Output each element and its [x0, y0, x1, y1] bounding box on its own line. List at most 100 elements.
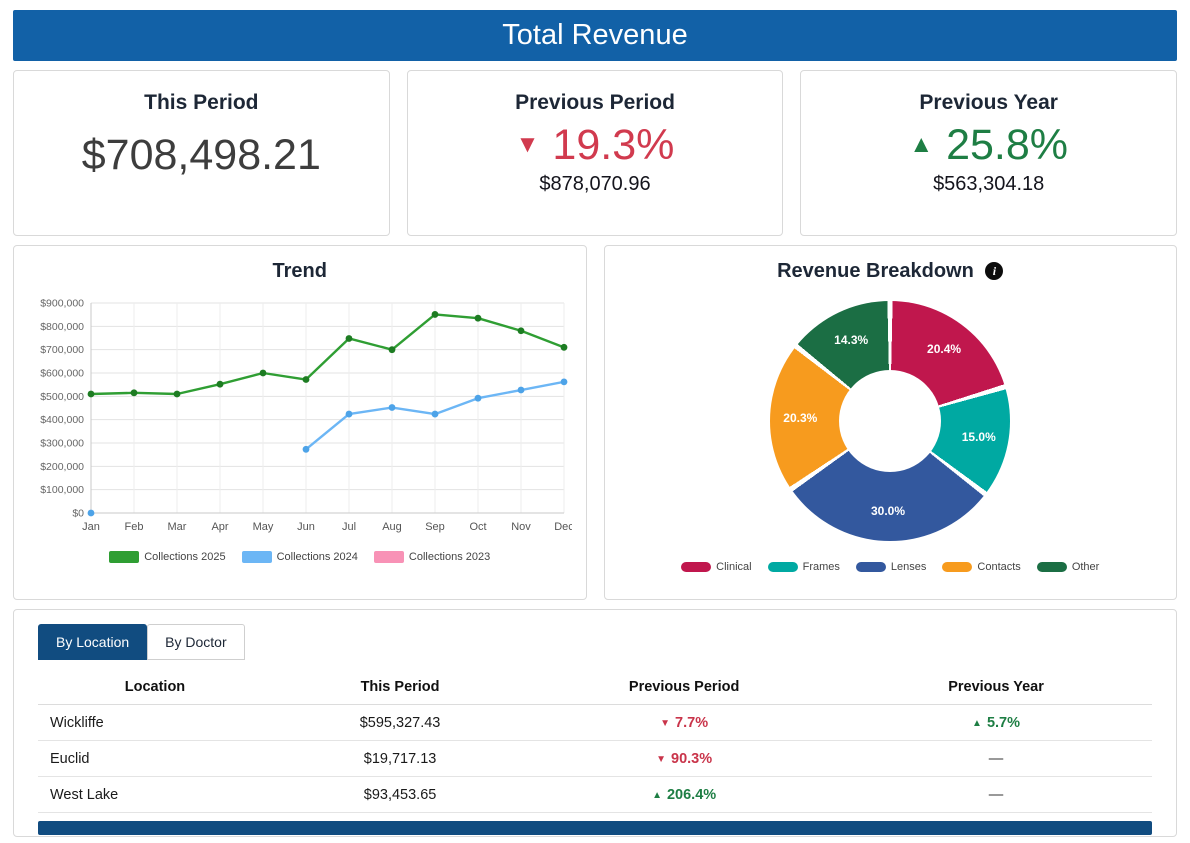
- kpi-label: Previous Period: [408, 91, 783, 115]
- kpi-trend: ▲ 25.8%: [801, 119, 1176, 171]
- svg-text:Dec: Dec: [554, 521, 572, 533]
- column-header: This Period: [272, 670, 528, 705]
- legend-label: Other: [1072, 561, 1100, 573]
- donut-slice-label: 20.3%: [783, 411, 817, 425]
- svg-text:$100,000: $100,000: [40, 484, 84, 496]
- table-footer-bar: [38, 821, 1152, 835]
- previous-year-cell: —: [840, 741, 1152, 777]
- previous-period-cell: ▼7.7%: [528, 705, 840, 741]
- kpi-percent: 25.8%: [946, 121, 1068, 170]
- kpi-label: Previous Year: [801, 91, 1176, 115]
- column-header: Location: [38, 670, 272, 705]
- page-title: Total Revenue: [13, 10, 1177, 61]
- table-row: West Lake$93,453.65▲206.4%—: [38, 777, 1152, 813]
- table-row: Wickliffe$595,327.43▼7.7%▲5.7%: [38, 705, 1152, 741]
- svg-text:Sep: Sep: [425, 521, 445, 533]
- svg-text:Mar: Mar: [168, 521, 187, 533]
- tab-by-doctor[interactable]: By Doctor: [147, 624, 244, 660]
- svg-text:Jan: Jan: [82, 521, 100, 533]
- svg-text:$0: $0: [73, 508, 85, 520]
- breakdown-legend-item[interactable]: Lenses: [856, 561, 926, 573]
- info-icon[interactable]: i: [985, 262, 1003, 280]
- column-header: Previous Year: [840, 670, 1152, 705]
- tab-by-location[interactable]: By Location: [38, 624, 147, 660]
- svg-text:$400,000: $400,000: [40, 414, 84, 426]
- this-period-cell: $19,717.13: [272, 741, 528, 777]
- up-triangle-icon: ▲: [972, 718, 982, 729]
- breakdown-legend-item[interactable]: Contacts: [942, 561, 1020, 573]
- down-triangle-icon: ▼: [656, 754, 666, 765]
- donut-slice-label: 20.4%: [927, 342, 961, 356]
- donut-slice-label: 30.0%: [871, 504, 905, 518]
- legend-label: Collections 2023: [409, 551, 490, 563]
- donut-chart[interactable]: 20.4%15.0%30.0%20.3%14.3%: [770, 301, 1010, 541]
- breakdown-legend-item[interactable]: Clinical: [681, 561, 751, 573]
- breakdown-legend: Clinical Frames Lenses Contacts Other: [605, 561, 1177, 573]
- locations-panel: By Location By Doctor LocationThis Perio…: [13, 609, 1177, 837]
- charts-row: Trend $0 $100,000 $200,000 $300,000 $400,000…: [13, 245, 1177, 600]
- donut-slice-label: 14.3%: [834, 333, 868, 347]
- kpi-percent: 19.3%: [552, 121, 674, 170]
- legend-label: Contacts: [977, 561, 1020, 573]
- legend-label: Collections 2025: [144, 551, 225, 563]
- percent-text: 206.4%: [667, 787, 716, 803]
- down-triangle-icon: ▼: [516, 133, 540, 157]
- trend-legend: Collections 2025 Collections 2024 Collecti…: [14, 551, 586, 563]
- svg-text:$500,000: $500,000: [40, 391, 84, 403]
- previous-period-cell: ▼ 90.3%: [528, 741, 840, 777]
- legend-label: Frames: [803, 561, 840, 573]
- legend-swatch: [374, 551, 404, 563]
- this-period-cell: $595,327.43: [272, 705, 528, 741]
- legend-swatch: [109, 551, 139, 563]
- svg-text:Jun: Jun: [297, 521, 315, 533]
- svg-text:Apr: Apr: [212, 521, 229, 533]
- breakdown-title-text: Revenue Breakdown: [777, 260, 974, 282]
- legend-swatch: [681, 562, 711, 572]
- svg-text:Nov: Nov: [511, 521, 531, 533]
- kpi-label: This Period: [14, 91, 389, 115]
- kpi-value: $708,498.21: [14, 131, 389, 180]
- legend-label: Collections 2024: [277, 551, 358, 563]
- svg-text:$900,000: $900,000: [40, 298, 84, 310]
- table-header-row: LocationThis PeriodPrevious PeriodPrevio…: [38, 670, 1152, 705]
- kpi-this-period: This Period $708,498.21: [13, 70, 390, 236]
- svg-text:$800,000: $800,000: [40, 321, 84, 333]
- trend-legend-item[interactable]: Collections 2023: [374, 551, 490, 563]
- trend-card: Trend $0 $100,000 $200,000 $300,000 $400,000…: [13, 245, 587, 600]
- percent-text: 7.7%: [675, 715, 708, 731]
- svg-text:$600,000: $600,000: [40, 368, 84, 380]
- trend-legend-item[interactable]: Collections 2025: [109, 551, 225, 563]
- previous-year-cell: ▲5.7%: [840, 705, 1152, 741]
- svg-text:$200,000: $200,000: [40, 461, 84, 473]
- revenue-table: LocationThis PeriodPrevious PeriodPrevio…: [38, 670, 1152, 813]
- previous-year-cell: —: [840, 777, 1152, 813]
- column-header: Previous Period: [528, 670, 840, 705]
- trend-title: Trend: [14, 260, 586, 283]
- svg-text:$700,000: $700,000: [40, 344, 84, 356]
- legend-label: Lenses: [891, 561, 926, 573]
- breakdown-legend-item[interactable]: Other: [1037, 561, 1100, 573]
- kpi-amount: $563,304.18: [801, 173, 1176, 196]
- up-triangle-icon: ▲: [652, 790, 662, 801]
- percent-text: 90.3%: [671, 751, 712, 767]
- kpi-row: This Period $708,498.21 Previous Period …: [13, 70, 1177, 236]
- this-period-cell: $93,453.65: [272, 777, 528, 813]
- table-row: Euclid$19,717.13▼90.3%—: [38, 741, 1152, 777]
- breakdown-card: Revenue Breakdown i 20.4%15.0%30.0%20.3%…: [604, 245, 1178, 600]
- trend-line-chart[interactable]: $0 $100,000 $200,000 $300,000 $400,000 $500,0…: [27, 291, 572, 549]
- kpi-amount: $878,070.96: [408, 173, 783, 196]
- breakdown-legend-item[interactable]: Frames: [768, 561, 840, 573]
- up-triangle-icon: ▲: [909, 133, 933, 157]
- breakdown-title: Revenue Breakdown i: [605, 260, 1177, 283]
- legend-swatch: [856, 562, 886, 572]
- kpi-previous-period: Previous Period ▼ 19.3% $878,070.96: [407, 70, 784, 236]
- trend-legend-item[interactable]: Collections 2024: [242, 551, 358, 563]
- legend-swatch: [768, 562, 798, 572]
- location-cell: Wickliffe: [38, 705, 272, 741]
- legend-swatch: [942, 562, 972, 572]
- legend-swatch: [242, 551, 272, 563]
- donut-hole: [839, 370, 941, 472]
- legend-label: Clinical: [716, 561, 751, 573]
- svg-text:$300,000: $300,000: [40, 438, 84, 450]
- previous-period-cell: ▲ 206.4%: [528, 777, 840, 813]
